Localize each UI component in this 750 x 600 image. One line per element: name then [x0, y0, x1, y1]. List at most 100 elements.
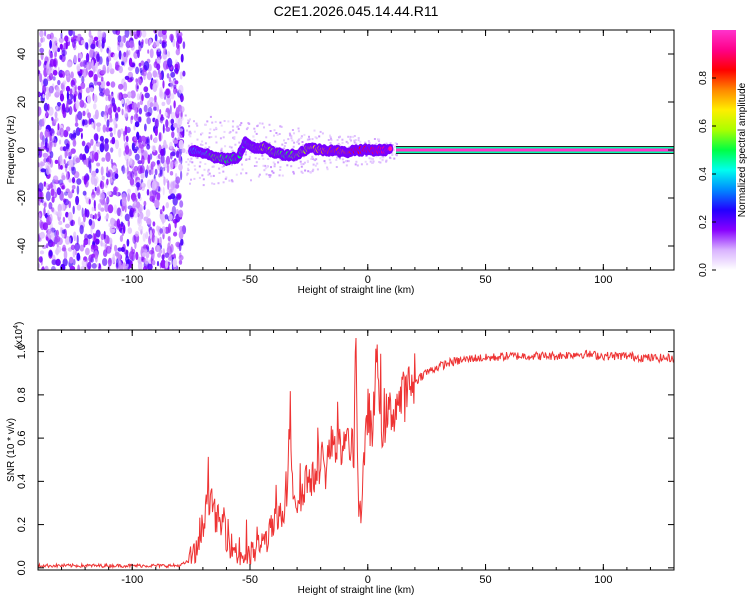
noise-blob	[51, 196, 55, 203]
ridge-core	[388, 146, 393, 152]
haze-pixel	[190, 178, 192, 181]
noise-blob	[64, 236, 71, 245]
noise-blob	[90, 244, 95, 250]
noise-blob	[38, 199, 41, 206]
noise-blob	[72, 85, 75, 94]
haze-pixel	[204, 142, 207, 145]
haze-pixel	[279, 166, 282, 169]
noise-blob	[77, 264, 80, 270]
snr-xtick-label: -50	[242, 574, 258, 586]
haze-pixel	[389, 156, 391, 159]
haze-pixel	[354, 163, 357, 166]
haze-pixel	[190, 157, 193, 160]
noise-blob	[127, 227, 133, 235]
snr-ylabel: SNR (10 * v/v)	[6, 418, 17, 482]
noise-blob	[63, 159, 66, 165]
haze-pixel	[302, 163, 305, 166]
haze-pixel	[199, 161, 202, 164]
noise-blob	[76, 65, 81, 72]
noise-blob	[49, 151, 54, 159]
snr-multiplier-exp: 4	[13, 325, 20, 329]
noise-blob	[105, 152, 111, 162]
haze-pixel	[300, 165, 303, 168]
haze-pixel	[195, 122, 198, 125]
noise-blob	[101, 31, 106, 38]
noise-blob	[58, 246, 62, 253]
haze-pixel	[345, 140, 348, 143]
noise-blob	[53, 210, 58, 215]
noise-blob	[129, 251, 134, 260]
noise-blob	[153, 136, 158, 144]
noise-blob	[77, 111, 83, 121]
noise-blob	[61, 229, 66, 235]
noise-blob	[72, 129, 77, 140]
haze-pixel	[222, 170, 225, 173]
haze-pixel	[338, 157, 341, 160]
noise-blob	[38, 106, 42, 116]
noise-blob	[139, 100, 143, 106]
haze-pixel	[311, 157, 314, 160]
noise-blob	[45, 110, 48, 117]
noise-blob	[151, 180, 157, 191]
noise-blob	[147, 49, 150, 54]
haze-pixel	[267, 158, 270, 160]
noise-blob	[144, 123, 147, 132]
noise-blob	[159, 36, 162, 44]
haze-pixel	[391, 152, 394, 155]
noise-blob	[45, 236, 49, 241]
noise-blob	[154, 127, 158, 137]
noise-blob	[92, 215, 95, 220]
noise-blob	[101, 157, 106, 162]
noise-blob	[156, 49, 159, 57]
haze-pixel	[281, 174, 284, 177]
haze-pixel	[244, 153, 247, 156]
noise-blob	[100, 233, 105, 241]
noise-blob	[82, 190, 87, 196]
noise-blob	[137, 192, 141, 200]
noise-blob	[140, 173, 145, 179]
noise-blob	[126, 165, 129, 175]
noise-blob	[165, 126, 171, 132]
noise-blob	[39, 47, 45, 54]
haze-pixel	[302, 144, 305, 147]
haze-pixel	[193, 130, 196, 133]
noise-blob	[141, 252, 146, 258]
haze-pixel	[240, 122, 243, 125]
noise-blob	[159, 91, 165, 100]
noise-blob	[100, 70, 106, 75]
snr-series-line	[38, 337, 674, 570]
colorbar-ticks: 0.0 0.2 0.4 0.6 0.8	[698, 71, 716, 277]
haze-pixel	[297, 167, 300, 169]
noise-blob	[127, 188, 131, 194]
noise-blob	[166, 51, 171, 57]
haze-pixel	[283, 147, 286, 150]
noise-blob	[95, 229, 101, 238]
haze-pixel	[208, 132, 211, 135]
haze-pixel	[261, 122, 264, 125]
noise-blob	[101, 40, 105, 49]
noise-blob	[38, 182, 44, 192]
colorbar: 0.0 0.2 0.4 0.6 0.8 Normalized spectral ampl…	[698, 30, 748, 277]
noise-blob	[77, 92, 82, 100]
haze-pixel	[276, 134, 279, 136]
haze-pixel	[194, 156, 197, 159]
haze-pixel	[188, 144, 191, 147]
haze-pixel	[202, 184, 205, 187]
noise-blob	[156, 63, 161, 71]
noise-blob	[72, 231, 77, 241]
noise-blob	[79, 99, 85, 108]
haze-pixel	[189, 118, 191, 121]
noise-blob	[117, 106, 121, 113]
haze-pixel	[353, 141, 356, 144]
noise-blob	[149, 153, 153, 160]
haze-pixel	[300, 137, 303, 139]
haze-pixel	[207, 170, 210, 173]
haze-pixel	[279, 168, 282, 171]
haze-pixel	[241, 168, 244, 171]
haze-pixel	[248, 155, 251, 158]
noise-blob	[105, 126, 110, 133]
noise-blob	[117, 247, 122, 252]
noise-blob	[83, 119, 88, 126]
noise-blob	[96, 162, 101, 167]
noise-blob	[49, 213, 53, 223]
